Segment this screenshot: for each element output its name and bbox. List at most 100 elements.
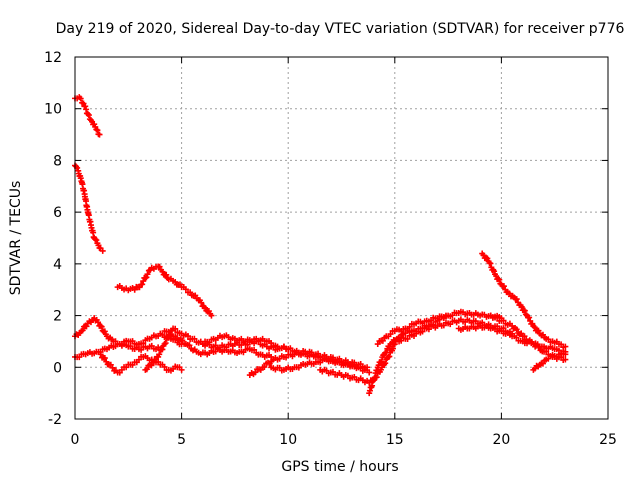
series-track-6 (97, 351, 185, 376)
data-point (184, 333, 191, 340)
data-point (92, 236, 99, 243)
data-point (159, 268, 166, 275)
data-point (162, 340, 169, 347)
data-point (93, 126, 100, 133)
series-track-14 (366, 312, 449, 397)
data-point (521, 333, 528, 340)
series-track-15 (374, 308, 505, 348)
data-point (377, 359, 384, 366)
data-point (101, 355, 108, 362)
data-point (562, 348, 569, 355)
data-point (161, 363, 168, 370)
data-point (379, 337, 386, 344)
series-track-20 (530, 348, 569, 373)
data-point (156, 263, 163, 270)
data-point (487, 260, 494, 267)
data-point (85, 112, 92, 119)
x-tick-label: 5 (177, 432, 186, 448)
data-point (182, 286, 189, 293)
data-point (535, 343, 542, 350)
series-track-2 (72, 162, 106, 254)
data-point (500, 283, 507, 290)
data-point (387, 331, 394, 338)
data-point (149, 359, 156, 366)
data-point (140, 340, 147, 347)
data-point (165, 328, 172, 335)
data-point (513, 326, 520, 333)
data-point (172, 325, 179, 332)
series-track-4 (72, 315, 164, 353)
data-point (382, 360, 389, 367)
data-point (139, 281, 146, 288)
data-point (562, 343, 569, 350)
data-point (389, 345, 396, 352)
data-point (366, 369, 373, 376)
data-point (543, 348, 550, 355)
series-track-17 (479, 250, 569, 351)
data-point (261, 364, 268, 371)
data-point (404, 336, 411, 343)
data-point (79, 327, 86, 334)
data-point (252, 369, 259, 376)
x-tick-label: 10 (279, 432, 297, 448)
x-tick-label: 25 (599, 432, 617, 448)
chart-title: Day 219 of 2020, Sidereal Day-to-day VTE… (56, 21, 625, 37)
data-point (513, 334, 520, 341)
x-axis-label: GPS time / hours (281, 459, 398, 475)
y-tick-label: 8 (53, 153, 62, 169)
data-point (198, 299, 205, 306)
series-track-1 (72, 94, 103, 138)
series-track-3 (114, 263, 215, 319)
series-track-8 (161, 328, 275, 360)
y-tick-label: 4 (53, 257, 62, 273)
data-point (144, 271, 151, 278)
data-point (535, 327, 542, 334)
axis-ticks: 0 5 10 15 20 25 -2 0 2 4 6 8 10 12 (44, 50, 617, 448)
y-tick-label: 12 (44, 50, 62, 66)
data-point (531, 324, 538, 331)
data-point (178, 366, 185, 373)
data-point (191, 335, 198, 342)
data-point (179, 337, 186, 344)
data-point (93, 237, 100, 244)
data-point (521, 307, 528, 314)
x-tick-label: 0 (71, 432, 80, 448)
y-axis-label: SDTVAR / TECUs (8, 181, 24, 296)
data-point (98, 323, 105, 330)
x-tick-label: 20 (492, 432, 510, 448)
data-point (208, 312, 215, 319)
data-point (163, 271, 170, 278)
data-point (562, 356, 569, 363)
data-point (156, 351, 163, 358)
data-point (383, 349, 390, 356)
data-point (97, 351, 104, 358)
data-point (186, 342, 193, 349)
data-point (142, 275, 149, 282)
data-point (77, 95, 84, 102)
y-tick-label: 2 (53, 309, 62, 325)
data-point (143, 274, 150, 281)
data-point (513, 296, 520, 303)
data-point (526, 314, 533, 321)
data-point (94, 127, 101, 134)
data-point (496, 276, 503, 283)
data-point (522, 311, 529, 318)
data-point (95, 319, 102, 326)
data-point (386, 353, 393, 360)
data-point (159, 346, 166, 353)
plot-frame (74, 56, 609, 420)
data-point (518, 303, 525, 310)
data-point (107, 361, 114, 368)
data-point (419, 328, 426, 335)
data-point (500, 317, 507, 324)
data-point (99, 247, 106, 254)
data-point (378, 358, 385, 365)
y-tick-label: 6 (53, 205, 62, 221)
data-point (494, 314, 501, 321)
y-tick-label: 10 (44, 102, 62, 118)
x-tick-label: 15 (386, 432, 404, 448)
data-point (96, 131, 103, 138)
data-point (143, 366, 150, 373)
data-point (83, 323, 90, 330)
